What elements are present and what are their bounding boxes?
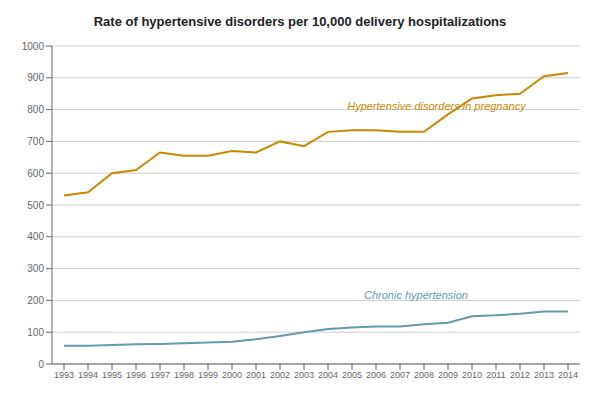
svg-text:800: 800 — [27, 104, 44, 115]
svg-text:2013: 2013 — [534, 370, 554, 380]
svg-text:Chronic hypertension: Chronic hypertension — [364, 289, 468, 301]
svg-text:2001: 2001 — [246, 370, 266, 380]
svg-text:2007: 2007 — [390, 370, 410, 380]
svg-text:2011: 2011 — [486, 370, 505, 380]
svg-text:2004: 2004 — [318, 370, 338, 380]
svg-text:2006: 2006 — [366, 370, 386, 380]
svg-text:400: 400 — [27, 231, 44, 242]
svg-text:2008: 2008 — [414, 370, 434, 380]
svg-text:1999: 1999 — [198, 370, 218, 380]
html-text:Rate of hypertensive disorders: Rate of hypertensive disorders per 10,00… — [93, 14, 507, 29]
svg-text:1993: 1993 — [54, 370, 74, 380]
svg-text:700: 700 — [27, 136, 44, 147]
svg-text:Hypertensive disorders in preg: Hypertensive disorders in pregnancy — [347, 100, 527, 112]
svg-text:500: 500 — [27, 200, 44, 211]
svg-text:2009: 2009 — [438, 370, 458, 380]
svg-text:300: 300 — [27, 263, 44, 274]
svg-text:200: 200 — [27, 295, 44, 306]
svg-text:1996: 1996 — [126, 370, 146, 380]
svg-text:1998: 1998 — [174, 370, 194, 380]
svg-text:0: 0 — [38, 359, 44, 370]
svg-text:2003: 2003 — [294, 370, 314, 380]
svg-text:2002: 2002 — [270, 370, 290, 380]
svg-text:900: 900 — [27, 72, 44, 83]
svg-text:2000: 2000 — [222, 370, 242, 380]
svg-text:2010: 2010 — [462, 370, 482, 380]
svg-text:1995: 1995 — [102, 370, 122, 380]
svg-text:1997: 1997 — [150, 370, 170, 380]
svg-text:100: 100 — [27, 327, 44, 338]
svg-text:1994: 1994 — [78, 370, 98, 380]
svg-text:600: 600 — [27, 168, 44, 179]
svg-text:2014: 2014 — [558, 370, 578, 380]
svg-text:2012: 2012 — [510, 370, 530, 380]
svg-text:2005: 2005 — [342, 370, 362, 380]
svg-text:1000: 1000 — [22, 41, 45, 52]
